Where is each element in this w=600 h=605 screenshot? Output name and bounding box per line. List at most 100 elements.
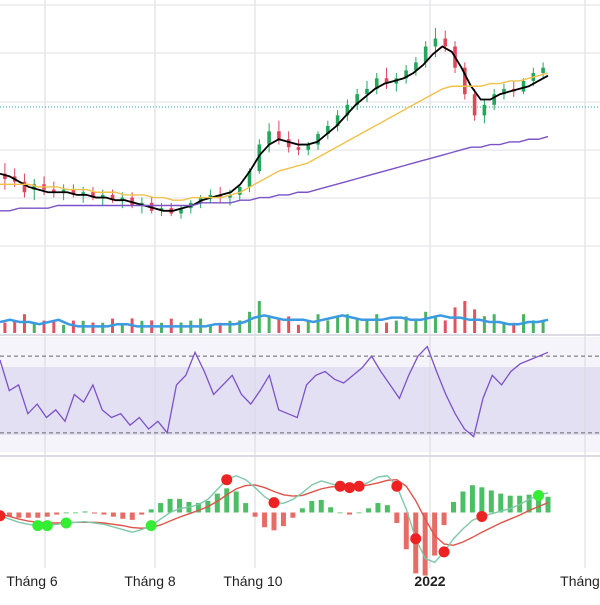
volume-bar (208, 324, 212, 333)
macd-histogram-bar (129, 512, 135, 520)
candle-body (345, 104, 350, 116)
x-axis-tick-label: Tháng 10 (223, 573, 282, 589)
macd-histogram-bar (328, 507, 334, 513)
x-axis: Tháng 6 Tháng 8 Tháng 10 2022 Tháng (6, 573, 600, 589)
volume-bar (336, 316, 340, 333)
volume-bar (365, 320, 369, 333)
volume-bar (159, 322, 163, 333)
buy-signal-marker (533, 489, 545, 501)
macd-histogram-bar (177, 498, 183, 513)
macd-histogram-bar (167, 498, 173, 513)
macd-histogram-bar (110, 512, 116, 517)
candle-body (52, 189, 56, 193)
candle-body (541, 67, 545, 73)
volume-bar (512, 322, 516, 333)
macd-histogram-bar (252, 512, 258, 517)
macd-histogram-bar (25, 512, 31, 518)
candle-body (32, 184, 37, 190)
candle-body (414, 62, 418, 71)
macd-histogram-bar (148, 509, 154, 513)
volume-bar (482, 316, 486, 333)
candle-body (296, 147, 301, 150)
macd-histogram-bar (101, 512, 107, 515)
volume-bar (62, 324, 66, 333)
candle-body (61, 189, 66, 193)
volume-bar (267, 316, 271, 333)
x-axis-tick-label: Tháng (560, 573, 600, 589)
macd-histogram-bar (451, 502, 457, 513)
candle-body (443, 38, 448, 47)
sell-signal-marker (0, 510, 6, 522)
candle-body (502, 88, 506, 95)
moving-averages (0, 45, 549, 212)
candle-body (91, 192, 95, 198)
candle-body (384, 78, 389, 84)
volume-bar (502, 322, 506, 333)
macd-histogram-bar (44, 512, 50, 517)
macd-histogram-bar (158, 503, 164, 513)
candle-body (335, 115, 340, 126)
volume-bar (443, 320, 447, 333)
volume-bar (13, 320, 17, 333)
macd-histogram-bar (375, 503, 381, 513)
volume-bar (492, 314, 496, 333)
macd-histogram-bar (460, 491, 466, 513)
candle-body (492, 94, 496, 105)
sell-signal-marker (344, 482, 356, 494)
moving-average-line (0, 135, 549, 212)
panel-backgrounds (0, 334, 600, 457)
candle-body (218, 194, 222, 198)
volume-bar (473, 309, 477, 333)
macd-histogram-bar (469, 485, 475, 513)
candle-body (247, 171, 252, 187)
candle-body (355, 94, 359, 105)
macd-histogram-bar (243, 503, 249, 513)
candle-body (228, 194, 232, 198)
buy-signal-marker (145, 520, 157, 532)
candle-body (237, 186, 242, 195)
macd-panel (0, 474, 551, 576)
candle-body (404, 70, 408, 79)
volume-bar (120, 324, 124, 333)
candle-body (286, 139, 291, 148)
grid-lines (0, 0, 600, 568)
candle-body (110, 194, 115, 201)
macd-histogram-bar (422, 512, 428, 576)
volume-bar (433, 316, 437, 333)
volume-bar (385, 322, 389, 333)
volume-bar (414, 320, 418, 333)
macd-histogram-bar (214, 493, 220, 513)
volume-bar (424, 311, 428, 333)
volume-bar (531, 320, 535, 333)
volume-bar (541, 320, 545, 333)
macd-histogram-bar (498, 493, 504, 513)
volume-bar (306, 320, 310, 333)
macd-histogram-bar (290, 512, 296, 518)
macd-histogram-bar (280, 512, 286, 527)
candle-body (208, 194, 213, 198)
macd-histogram-bar (16, 512, 22, 518)
candle-body (326, 126, 330, 134)
volume-bar (453, 307, 457, 333)
sell-signal-marker (391, 480, 403, 492)
candle-body (433, 38, 438, 47)
candle-body (423, 46, 428, 63)
macd-histogram-bar (139, 512, 145, 515)
volume-bar (404, 316, 408, 333)
macd-histogram-bar (262, 512, 268, 528)
candle-body (472, 94, 477, 116)
x-axis-tick-label: Tháng 6 (6, 573, 58, 589)
volume-bar (238, 320, 242, 333)
macd-histogram-bar (384, 505, 390, 513)
volume-average-line (0, 314, 549, 328)
macd-histogram-bar (224, 488, 230, 513)
candle-body (100, 194, 105, 198)
volume-bar (345, 314, 349, 333)
candle-body (482, 104, 487, 116)
buy-signal-marker (32, 520, 44, 532)
macd-histogram-bar (403, 512, 409, 550)
macd-histogram-bar (63, 512, 69, 514)
volume-bar (52, 320, 56, 333)
